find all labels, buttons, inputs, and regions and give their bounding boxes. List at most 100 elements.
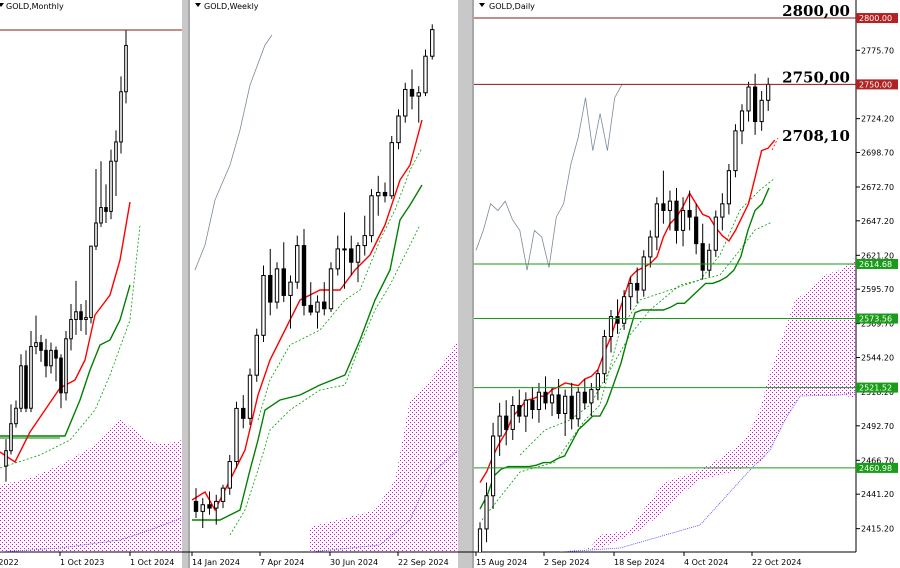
weekly-candle [308, 282, 313, 316]
daily-candle [491, 422, 496, 510]
candle-body [733, 130, 738, 172]
candle-body [200, 504, 205, 512]
candle-body [288, 281, 293, 296]
monthly-candle [59, 354, 63, 409]
monthly-candle [19, 354, 23, 413]
candle-body [193, 500, 199, 512]
candle-body [89, 245, 93, 319]
daily-candle [648, 230, 653, 268]
y-tick-label: 2492.70 [861, 422, 894, 431]
weekly-candle [261, 265, 266, 342]
candle-body [349, 248, 354, 263]
candle-body [220, 487, 226, 502]
panel-separator[interactable] [182, 0, 190, 568]
y-tick-label: 2544.20 [861, 353, 894, 362]
candle-body [674, 200, 679, 231]
candle-body [308, 304, 313, 313]
daily-candle [484, 482, 489, 543]
monthly-title-text: GOLD,Monthly [6, 2, 64, 11]
daily-candle [530, 386, 535, 419]
y-tick-label: 2775.70 [861, 46, 894, 55]
daily-candle [694, 203, 699, 255]
weekly-candle [200, 498, 205, 528]
candle-body [517, 405, 522, 417]
x-tick-label: 22 Oct 2024 [752, 558, 801, 567]
y-tick-label: 2415.20 [861, 525, 894, 534]
price-tag [856, 258, 898, 269]
price-tag-text: 2800.00 [859, 14, 892, 23]
kijun-dotted-line [481, 221, 773, 521]
y-tick-label: 2466.70 [861, 456, 894, 465]
weekly-candle [234, 401, 239, 469]
weekly-candle [403, 82, 408, 123]
tenkan-line [191, 119, 423, 512]
weekly-candle [254, 328, 259, 382]
weekly-candle [227, 454, 232, 495]
kumo-cloud [0, 418, 182, 552]
weekly-candle [396, 109, 401, 150]
daily-candle [635, 267, 640, 304]
candle-body [753, 86, 758, 123]
daily-candle [759, 91, 764, 131]
candle-body [114, 141, 118, 162]
daily-candle [477, 522, 483, 552]
weekly-candle [328, 262, 334, 313]
weekly-candle [274, 262, 280, 309]
monthly-candle [4, 439, 8, 482]
candle-body [569, 395, 574, 420]
weekly-candle [288, 275, 293, 329]
candle-body [484, 495, 489, 530]
candle-body [328, 268, 334, 310]
candle-body [694, 216, 699, 245]
tenkan-line [0, 201, 131, 464]
daily-candle [713, 210, 718, 257]
monthly-candle [119, 76, 123, 154]
daily-candle [733, 124, 738, 178]
weekly-candle [315, 295, 320, 329]
candle-body [79, 311, 83, 320]
daily-candle [667, 190, 673, 231]
candle-body [124, 44, 128, 93]
candle-body [635, 282, 640, 291]
candle-body [281, 268, 286, 296]
candle-body [234, 407, 239, 463]
candle-body [29, 345, 33, 409]
weekly-candle [241, 395, 246, 429]
candle-body [491, 435, 496, 497]
kijun-line [479, 187, 770, 510]
daily-candle [556, 378, 561, 419]
monthly-candle [109, 149, 113, 220]
candle-body [720, 203, 725, 218]
weekly-title: GOLD,Weekly [195, 2, 259, 11]
candle-body [39, 342, 43, 351]
x-tick-label: 4 Oct 2024 [684, 558, 728, 567]
candle-body [589, 389, 594, 404]
weekly-candle [389, 135, 394, 200]
candle-body [254, 334, 259, 376]
daily-candle [497, 402, 502, 456]
candle-body [549, 394, 555, 404]
price-tag-text: 2750.00 [859, 80, 892, 89]
candle-body [369, 195, 374, 237]
candle-body [295, 245, 300, 283]
kijun-dotted-line [229, 224, 421, 536]
candle-body [477, 528, 483, 552]
candle-body [556, 394, 561, 414]
daily-candle [746, 81, 751, 122]
candle-body [109, 160, 113, 212]
weekly-candle [247, 368, 253, 426]
candle-body [687, 209, 692, 218]
candle-body [615, 316, 620, 324]
monthly-candle [84, 300, 88, 335]
candle-body [746, 86, 751, 112]
daily-candle [523, 392, 528, 433]
price-tag [856, 462, 898, 473]
candle-body [530, 399, 535, 410]
panel-separator[interactable] [458, 0, 474, 568]
candle-body [69, 318, 73, 340]
daily-candle [687, 190, 692, 231]
daily-candle [569, 382, 574, 430]
senkou-b-line [0, 517, 182, 552]
monthly-candle [69, 304, 73, 351]
